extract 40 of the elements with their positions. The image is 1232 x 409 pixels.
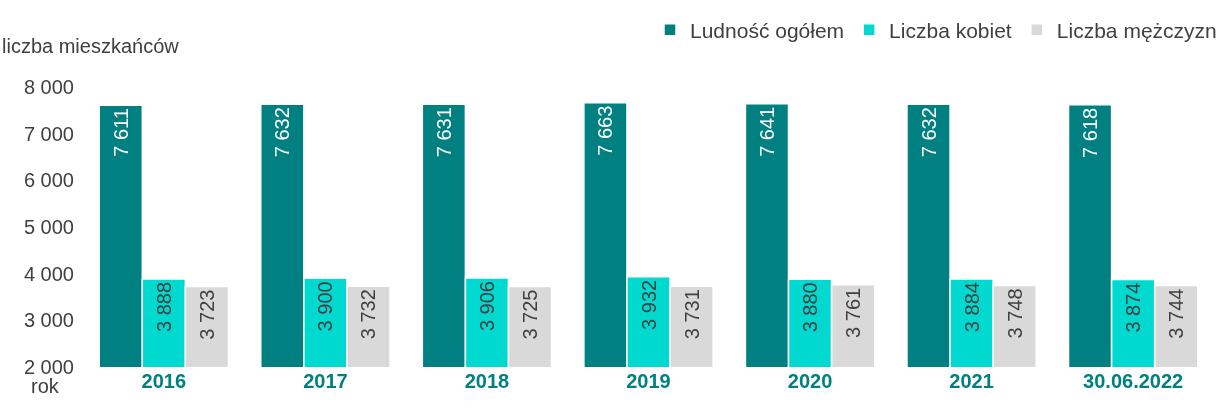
data-label: 3 906: [475, 281, 498, 332]
data-label: 3 723: [195, 289, 218, 340]
x-tick-label: 2021: [949, 370, 994, 392]
x-tick-label: 30.06.2022: [1083, 370, 1184, 392]
x-tick-label: 2018: [464, 370, 510, 392]
x-tick-label: 2019: [626, 370, 671, 392]
y-tick-label: 6 000: [23, 169, 74, 192]
y-tick-label: 8 000: [23, 76, 74, 98]
data-label: 3 725: [519, 289, 542, 340]
x-tick-label: 2020: [787, 370, 833, 392]
y-tick-label: 5 000: [23, 216, 74, 238]
legend-label: Liczba kobiet: [889, 18, 1012, 42]
data-label: 3 888: [152, 281, 175, 332]
data-label: 3 732: [357, 289, 380, 340]
y-tick-label: 7 000: [23, 122, 74, 145]
legend-label: Liczba mężczyzn: [1056, 18, 1217, 42]
data-label: 7 611: [109, 108, 132, 157]
data-label: 3 932: [637, 279, 660, 330]
data-label: 7 631: [432, 107, 455, 158]
legend-label: Ludność ogółem: [690, 18, 845, 42]
data-label: 3 744: [1165, 288, 1188, 339]
data-label: 3 900: [314, 281, 337, 332]
x-tick-label: 2016: [141, 370, 187, 392]
data-label: 7 618: [1079, 107, 1102, 158]
data-label: 3 761: [842, 287, 865, 338]
y-tick-label: 2 000: [23, 356, 74, 378]
x-tick-label: 2017: [303, 370, 348, 392]
data-label: 7 663: [594, 105, 617, 156]
data-label: 7 632: [271, 107, 294, 158]
x-axis-title: rok: [31, 375, 60, 397]
data-label: 3 748: [1003, 288, 1026, 339]
y-tick-label: 3 000: [23, 309, 74, 332]
data-label: 3 731: [680, 289, 703, 340]
y-axis-title: liczba mieszkańców: [2, 35, 180, 57]
data-label: 7 632: [917, 107, 940, 158]
data-label: 7 641: [755, 106, 778, 157]
data-label: 3 884: [960, 282, 983, 333]
y-tick-label: 4 000: [23, 262, 74, 285]
data-label: 3 874: [1122, 282, 1145, 333]
data-label: 3 880: [799, 282, 822, 333]
